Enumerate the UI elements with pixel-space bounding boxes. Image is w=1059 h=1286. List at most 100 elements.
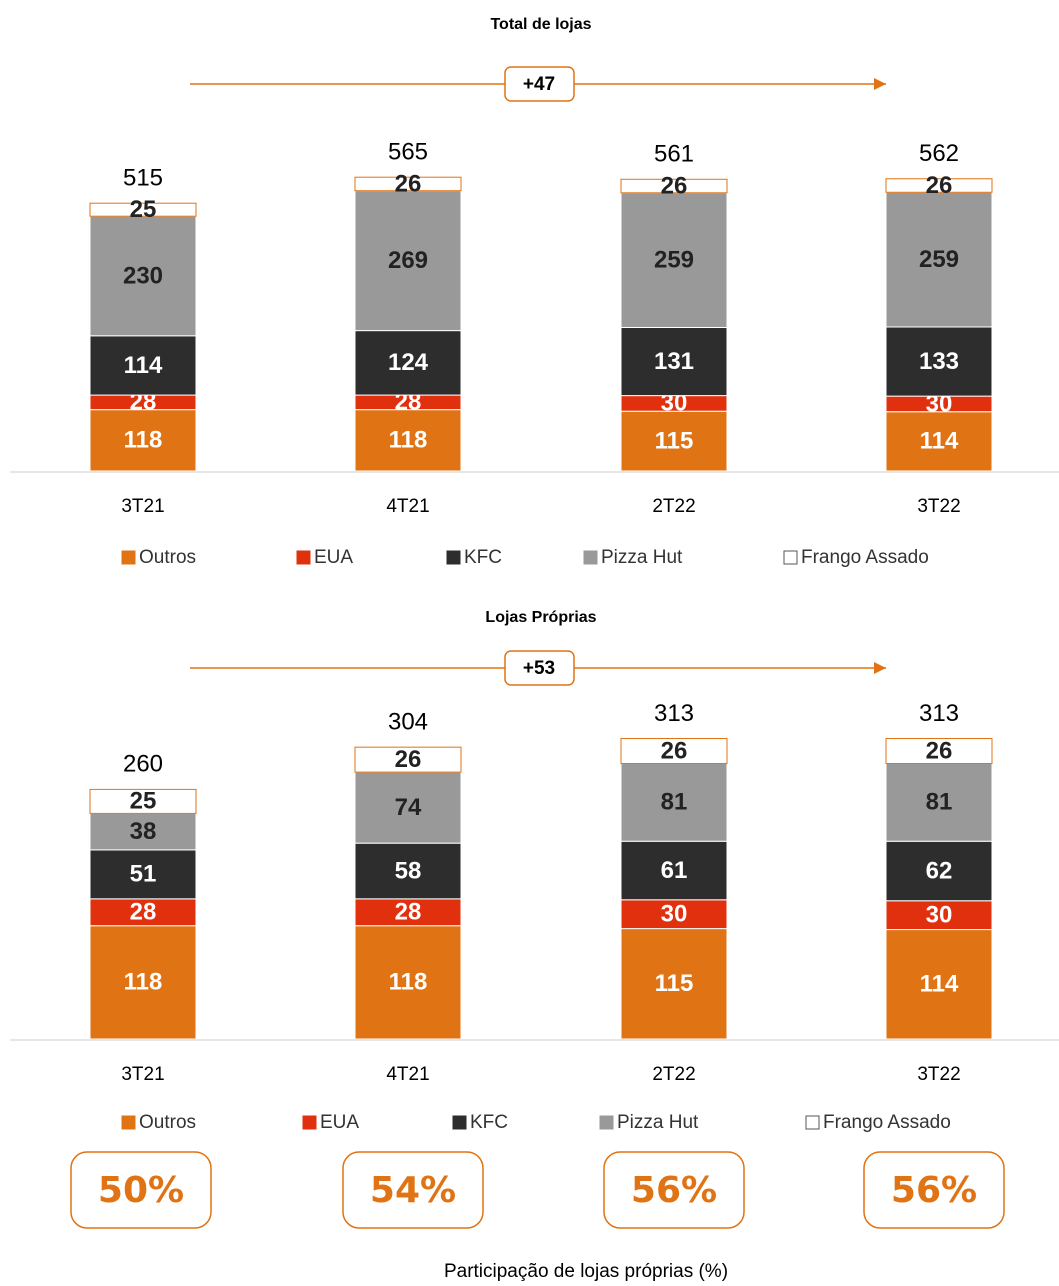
segment-label: 74 [395,794,422,821]
bar-segment [885,762,993,842]
bar-segment [620,928,728,1040]
legend-label: EUA [320,1112,359,1133]
segment-label: 26 [926,172,953,199]
segment-label: 115 [655,970,694,997]
segment-label: 115 [655,427,694,454]
legend-label: Frango Assado [801,547,929,568]
segment-label: 114 [920,428,959,455]
share-value: 56% [631,1170,717,1211]
legend-swatch [452,1115,467,1130]
segment-label: 259 [919,246,959,273]
bar-segment [885,326,993,397]
segment-label: 118 [389,427,428,454]
bar-segment [354,842,462,900]
segment-label: 269 [388,247,428,274]
annotation-box [504,66,575,102]
legend-label: Frango Assado [823,1112,951,1133]
annotation: +47 [523,74,555,95]
chart-title: Total de lojas [490,16,591,33]
segment-label: 131 [654,348,694,375]
x-tick-label: 2T22 [652,496,695,517]
legend-label: EUA [314,547,353,568]
total-label: 565 [388,139,428,166]
bar-segment [885,178,993,193]
share-value: 56% [891,1170,977,1211]
segment-label: 81 [661,789,688,816]
bar-segment [620,410,728,472]
bar-segment [885,929,993,1040]
legend-swatch [805,1115,820,1130]
total-label: 313 [654,700,694,727]
total-label: 313 [919,700,959,727]
bar-segment [89,215,197,337]
segment-label: 114 [920,971,959,998]
bar-segment [885,900,993,931]
bar-segment [354,746,462,773]
chart-title: Lojas Próprias [485,609,596,626]
legend-swatch [302,1115,317,1130]
bar-segment [89,849,197,900]
segment-label: 26 [661,172,688,199]
x-tick-label: 3T21 [121,496,164,517]
bar-segment [89,202,197,217]
legend-swatch [446,550,461,565]
bar-segment [89,925,197,1040]
bar-segment [354,176,462,192]
bar-segment [620,178,728,194]
bar-segment [620,192,728,328]
total-label: 304 [388,709,428,736]
legend-label: Outros [139,547,196,568]
x-tick-label: 4T21 [386,1064,429,1085]
share-caption: Participação de lojas próprias (%) [444,1261,728,1282]
bar-segment [354,771,462,844]
x-tick-label: 3T21 [121,1064,164,1085]
legend-label: Pizza Hut [617,1112,699,1133]
annotation-box [504,650,575,686]
legend-label: Outros [139,1112,196,1133]
x-tick-label: 4T21 [386,496,429,517]
total-label: 260 [123,751,163,778]
segment-label: 26 [395,746,422,773]
bar-segment [620,840,728,901]
bar-segment [354,190,462,332]
segment-label: 26 [926,737,953,764]
segment-label: 118 [389,969,428,996]
segment-label: 81 [926,789,953,816]
segment-label: 28 [395,899,422,926]
bar-segment [89,788,197,814]
total-label: 562 [919,140,959,167]
bar-segment [89,409,197,472]
share-box [342,1151,484,1229]
segment-label: 26 [395,170,422,197]
x-tick-label: 3T22 [917,496,960,517]
total-label: 561 [654,141,694,168]
annotation: +53 [523,658,555,679]
legend-swatch [296,550,311,565]
share-box [70,1151,212,1229]
legend-swatch [583,550,598,565]
segment-label: 259 [654,246,694,273]
segment-label: 114 [124,352,163,379]
segment-label: 133 [919,348,959,375]
bar-segment [620,326,728,397]
segment-label: 124 [388,349,429,376]
legend-label: Pizza Hut [601,547,683,568]
segment-label: 118 [124,969,163,996]
bar-segment [89,898,197,927]
share-box [603,1151,745,1229]
segment-label: 28 [130,899,157,926]
legend-swatch [121,1115,136,1130]
bar-segment [620,762,728,842]
x-tick-label: 2T22 [652,1064,695,1085]
segment-label: 38 [130,818,157,845]
segment-label: 30 [661,901,688,928]
bar-segment [354,898,462,927]
bar-segment [885,191,993,328]
segment-label: 51 [130,861,157,888]
segment-label: 26 [661,737,688,764]
bar-segment [885,411,993,472]
legend-swatch [783,550,798,565]
segment-label: 58 [395,857,422,884]
share-value: 50% [98,1170,184,1211]
segment-label: 118 [124,427,163,454]
